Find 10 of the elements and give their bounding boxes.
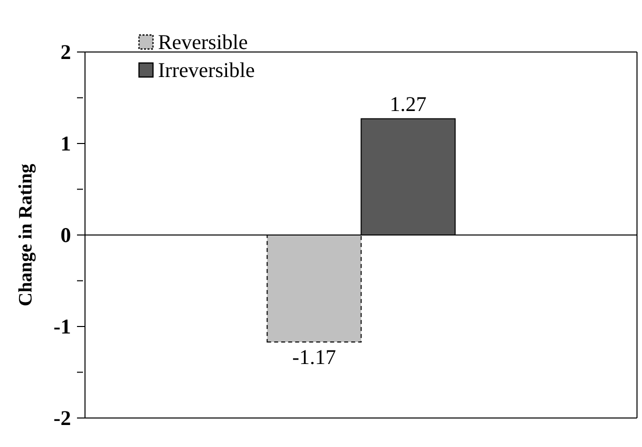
- data-label: 1.27: [390, 92, 427, 116]
- legend-label: Reversible: [158, 29, 248, 56]
- data-label: -1.17: [292, 345, 336, 370]
- y-tick-label: 2: [60, 40, 71, 64]
- y-tick-label: 0: [60, 223, 71, 247]
- y-tick-label: -2: [54, 406, 71, 430]
- y-tick-label: -1: [54, 314, 71, 338]
- y-axis-title: Change in Rating: [16, 163, 37, 306]
- y-tick-label: 1: [60, 132, 71, 156]
- legend-label: Irreversible: [158, 57, 255, 84]
